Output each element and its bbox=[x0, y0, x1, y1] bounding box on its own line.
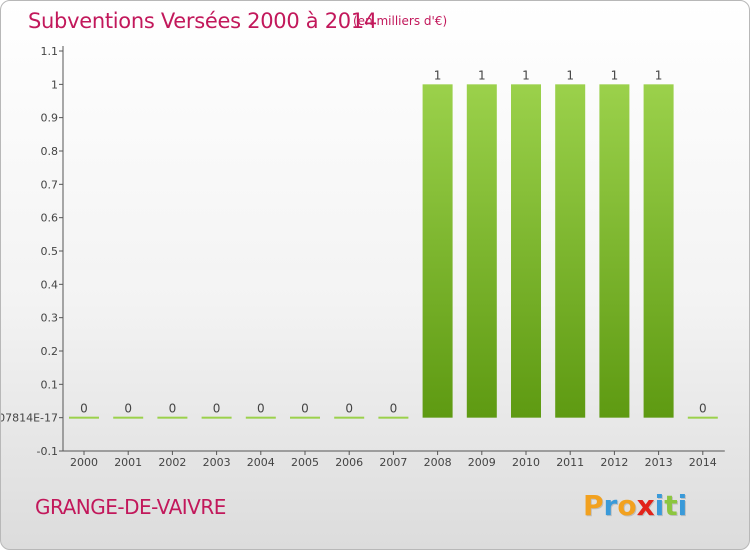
y-tick-label: 0.6 bbox=[41, 212, 59, 225]
x-tick-label: 2013 bbox=[645, 456, 673, 469]
logo-letter: i bbox=[677, 489, 688, 522]
y-tick-label: 0.5 bbox=[41, 245, 59, 258]
logo-letter: P bbox=[583, 489, 604, 522]
y-tick-label: 0.2 bbox=[41, 345, 59, 358]
bar bbox=[466, 84, 497, 418]
place-name: GRANGE-DE-VAIVRE bbox=[35, 495, 226, 519]
bar bbox=[422, 84, 453, 418]
value-label: 1 bbox=[611, 68, 619, 82]
bar bbox=[290, 416, 320, 419]
y-tick-label: -0.1 bbox=[37, 445, 58, 458]
y-tick-label: 0.4 bbox=[41, 278, 59, 291]
value-label: 0 bbox=[80, 402, 88, 416]
x-tick-label: 2014 bbox=[689, 456, 717, 469]
x-tick-label: 2002 bbox=[158, 456, 186, 469]
x-tick-label: 2000 bbox=[70, 456, 98, 469]
x-tick-label: 2005 bbox=[291, 456, 319, 469]
bar bbox=[113, 416, 144, 419]
y-tick-label: 0.8 bbox=[41, 145, 59, 158]
x-tick-label: 2009 bbox=[468, 456, 496, 469]
value-label: 0 bbox=[345, 402, 353, 416]
chart-title: Subventions Versées 2000 à 2014 bbox=[28, 9, 377, 33]
value-label: 1 bbox=[566, 68, 574, 82]
value-label: 0 bbox=[124, 402, 132, 416]
value-label: 0 bbox=[213, 402, 221, 416]
x-tick-label: 2006 bbox=[335, 456, 363, 469]
bar bbox=[643, 84, 674, 418]
bar bbox=[555, 84, 586, 418]
bar bbox=[245, 416, 276, 419]
y-tick-label: 0.3 bbox=[41, 312, 59, 325]
x-tick-label: 2012 bbox=[600, 456, 628, 469]
value-label: 0 bbox=[257, 402, 265, 416]
value-label: 0 bbox=[390, 402, 398, 416]
y-tick-label: 1.3877787807814E-17 bbox=[1, 412, 58, 425]
proxiti-logo: Proxiti bbox=[583, 489, 687, 522]
x-tick-label: 2004 bbox=[247, 456, 275, 469]
y-tick-label: 0.1 bbox=[41, 378, 59, 391]
value-label: 1 bbox=[434, 68, 442, 82]
x-tick-label: 2003 bbox=[203, 456, 231, 469]
bar bbox=[69, 416, 99, 419]
logo-letter: i bbox=[654, 489, 665, 522]
bar bbox=[334, 416, 365, 419]
x-tick-label: 2001 bbox=[114, 456, 142, 469]
value-label: 1 bbox=[522, 68, 530, 82]
bar bbox=[157, 416, 188, 419]
y-tick-label: 1 bbox=[51, 78, 58, 91]
value-label: 0 bbox=[699, 402, 707, 416]
y-tick-label: 1.1 bbox=[41, 45, 59, 58]
y-tick-label: 0.9 bbox=[41, 112, 59, 125]
x-tick-label: 2010 bbox=[512, 456, 540, 469]
bar bbox=[378, 416, 409, 419]
logo-letter: x bbox=[636, 489, 655, 522]
value-label: 0 bbox=[301, 402, 309, 416]
y-tick-label: 0.7 bbox=[41, 178, 59, 191]
chart-subtitle: (en milliers d'€) bbox=[353, 14, 448, 28]
x-tick-label: 2008 bbox=[424, 456, 452, 469]
logo-letter: t bbox=[664, 489, 678, 522]
x-tick-label: 2011 bbox=[556, 456, 584, 469]
value-label: 1 bbox=[478, 68, 486, 82]
value-label: 1 bbox=[655, 68, 663, 82]
bar bbox=[687, 416, 718, 419]
bar bbox=[201, 416, 232, 419]
bar bbox=[511, 84, 541, 418]
logo-letter: o bbox=[617, 489, 637, 522]
value-label: 0 bbox=[169, 402, 177, 416]
logo-letter: r bbox=[603, 489, 618, 522]
bar bbox=[599, 84, 630, 418]
x-tick-label: 2007 bbox=[379, 456, 407, 469]
